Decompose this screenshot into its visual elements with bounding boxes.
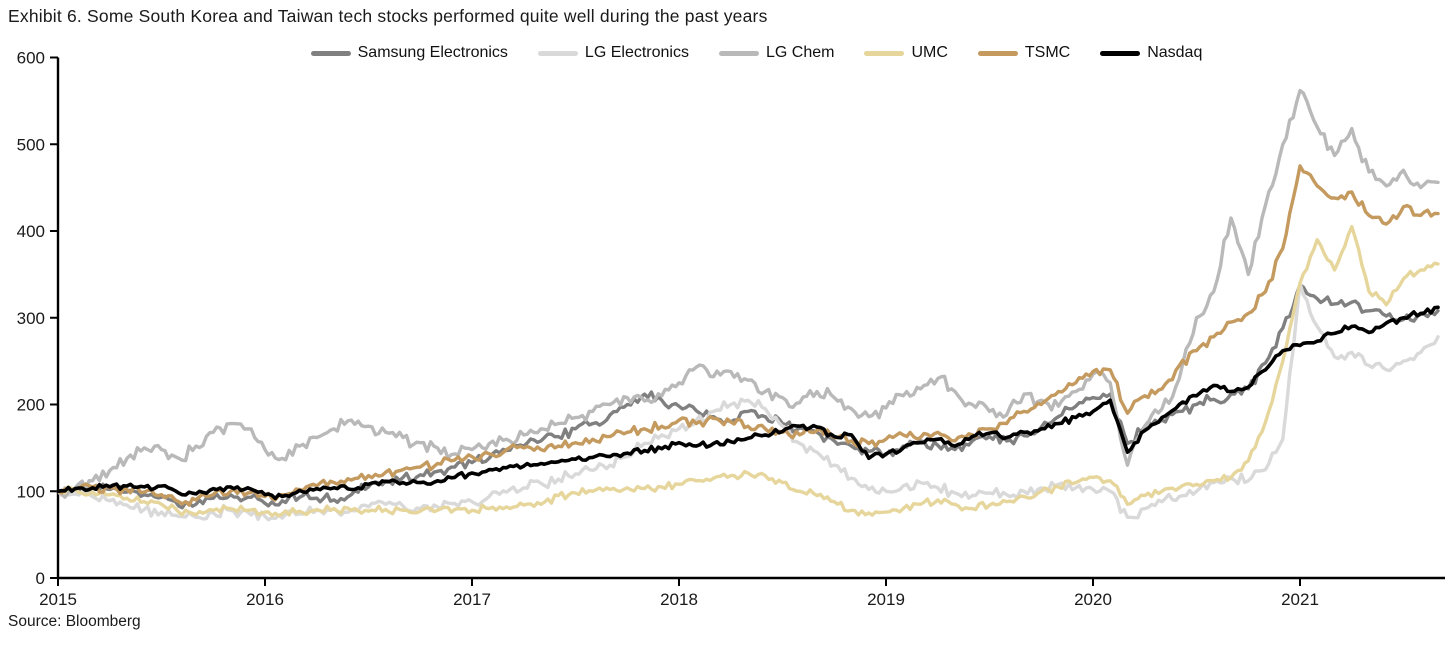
y-tick-label: 0: [36, 569, 45, 588]
series-line-nasdaq: [56, 305, 1440, 501]
legend-swatch: [718, 50, 759, 56]
x-tick-label: 2018: [660, 590, 698, 609]
legend-swatch: [310, 50, 351, 56]
y-tick-label: 500: [17, 135, 45, 154]
legend-item-lg-chem: LG Chem: [718, 44, 835, 62]
legend-item-lg-electronics: LG Electronics: [537, 44, 689, 62]
legend-label: Nasdaq: [1147, 44, 1203, 61]
legend-swatch: [1100, 50, 1141, 56]
legend-label: UMC: [911, 44, 948, 61]
legend-swatch: [977, 50, 1018, 56]
x-tick-label: 2020: [1074, 590, 1112, 609]
series-line-umc: [56, 224, 1440, 518]
legend-label: LG Electronics: [584, 44, 689, 61]
legend-label: Samsung Electronics: [357, 44, 508, 61]
legend-item-tsmc: TSMC: [977, 44, 1071, 62]
source-note: Source: Bloomberg: [8, 613, 141, 630]
legend-item-nasdaq: Nasdaq: [1100, 44, 1202, 62]
x-tick-label: 2016: [246, 590, 284, 609]
series-line-tsmc: [56, 164, 1440, 507]
series-line-lg-chem: [56, 88, 1440, 499]
x-tick-label: 2015: [39, 590, 77, 609]
series-line-samsung-electronics: [56, 283, 1440, 510]
series-line-lg-electronics: [56, 281, 1440, 522]
legend-item-samsung-electronics: Samsung Electronics: [310, 44, 508, 62]
legend-label: LG Chem: [765, 44, 835, 61]
legend-item-umc: UMC: [864, 44, 948, 62]
chart-title: Exhibit 6. Some South Korea and Taiwan t…: [8, 6, 768, 26]
legend: Samsung Electronics LG Electronics LG Chem…: [120, 42, 1393, 64]
y-tick-label: 200: [17, 396, 45, 415]
y-tick-label: 300: [17, 309, 45, 328]
y-tick-label: 600: [17, 49, 45, 68]
legend-swatch: [537, 50, 578, 56]
x-tick-label: 2021: [1281, 590, 1319, 609]
y-tick-label: 400: [17, 222, 45, 241]
legend-swatch: [864, 50, 905, 56]
x-tick-label: 2019: [867, 590, 905, 609]
x-tick-label: 2017: [453, 590, 491, 609]
legend-label: TSMC: [1024, 44, 1071, 61]
y-tick-label: 100: [17, 482, 45, 501]
